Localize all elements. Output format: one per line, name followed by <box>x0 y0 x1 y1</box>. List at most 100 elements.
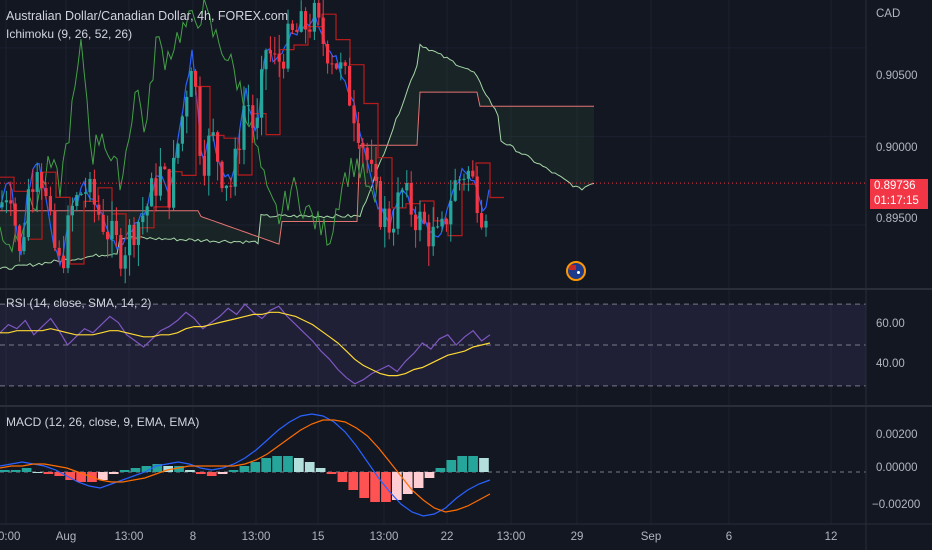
candle-body <box>216 132 220 162</box>
time-axis-label: 13:00 <box>369 531 399 543</box>
candle-body <box>427 222 431 247</box>
macd-legend[interactable]: MACD (12, 26, close, 9, EMA, EMA) <box>6 415 200 429</box>
ichimoku-legend[interactable]: Ichimoku (9, 26, 52, 26) <box>6 27 133 41</box>
candle-body <box>308 29 312 32</box>
candle-body <box>194 70 198 87</box>
candle-body <box>202 155 206 176</box>
candle-body <box>176 143 180 158</box>
candle-body <box>207 135 211 176</box>
flag-star <box>577 271 580 274</box>
rsi-tick: 60.00 <box>876 318 905 330</box>
candle-body <box>141 215 145 223</box>
candle-body <box>449 200 453 225</box>
candle-body <box>330 63 334 65</box>
candle-body <box>18 225 22 252</box>
time-axis-label: 29 <box>570 531 584 543</box>
rsi-legend[interactable]: RSI (14, close, SMA, 14, 2) <box>6 296 152 310</box>
macd-histogram-bar <box>424 472 435 478</box>
time-axis-label: 13:00 <box>496 531 526 543</box>
australia-flag-icon[interactable] <box>566 261 586 281</box>
candle-body <box>436 226 440 228</box>
candle-body <box>62 255 66 269</box>
macd-histogram-bar <box>239 466 250 472</box>
candle-body <box>361 142 365 148</box>
macd-line <box>0 413 491 517</box>
candle-body <box>400 190 404 193</box>
macd-histogram-bar <box>261 458 272 472</box>
macd-pane <box>0 413 866 517</box>
candle-body <box>440 218 444 227</box>
macd-histogram-bar <box>228 470 239 472</box>
macd-histogram-bar <box>10 470 21 472</box>
candle-body <box>4 200 8 203</box>
macd-histogram-bar <box>359 472 370 498</box>
candle-body <box>53 210 57 248</box>
macd-histogram-bar <box>294 458 304 472</box>
candle-body <box>343 62 347 66</box>
time-axis-label: 22 <box>440 531 454 543</box>
candle-body <box>365 147 369 160</box>
candle-body <box>22 237 26 252</box>
macd-histogram-bar <box>392 472 402 500</box>
candle-body <box>128 224 132 256</box>
time-axis-label: 15 <box>311 531 325 543</box>
ichimoku-cloud <box>0 43 595 270</box>
candle-body <box>158 166 162 196</box>
candle-body <box>339 62 343 69</box>
candle-body <box>57 247 61 256</box>
candle-body <box>84 192 88 194</box>
candle-body <box>97 204 101 215</box>
macd-tick: 0.00200 <box>876 429 918 441</box>
price-tick: 0.89500 <box>876 213 918 225</box>
candle-body <box>268 50 272 54</box>
candle-body <box>198 86 202 156</box>
macd-histogram-bar <box>130 468 141 472</box>
macd-tick: 0.00000 <box>876 462 918 474</box>
macd-histogram-bar <box>402 472 413 494</box>
candle-body <box>273 53 277 55</box>
candle-body <box>334 63 338 69</box>
candle-body <box>163 166 167 170</box>
macd-histogram-bar <box>21 468 32 472</box>
candle-body <box>211 132 215 136</box>
candle-body <box>264 50 268 70</box>
candle-body <box>374 163 378 182</box>
candle-body <box>220 161 224 189</box>
candle-body <box>66 215 70 269</box>
candle-body <box>40 172 44 189</box>
candle-body <box>75 194 79 206</box>
macd-histogram-bar <box>119 470 130 472</box>
candle-body <box>405 183 409 191</box>
candle-body <box>326 43 330 64</box>
candle-body <box>251 105 255 128</box>
candle-body <box>299 11 303 32</box>
candle-body <box>167 169 171 208</box>
macd-histogram-bar <box>326 472 337 474</box>
lagging-span <box>0 0 379 254</box>
price-tick: 0.90500 <box>876 70 918 82</box>
candle-body <box>418 211 422 231</box>
candle-body <box>48 196 52 211</box>
symbol-title[interactable]: Australian Dollar/Canadian Dollar, 4h, F… <box>6 9 289 23</box>
candle-body <box>123 255 127 269</box>
macd-histogram-bar <box>206 472 217 476</box>
candle-body <box>242 105 246 150</box>
candle-body <box>13 203 17 226</box>
candle-body <box>466 170 470 179</box>
candle-body <box>282 61 286 69</box>
candle-body <box>409 183 413 215</box>
candle-body <box>31 189 35 192</box>
macd-histogram-bar <box>76 472 86 482</box>
candle-body <box>312 2 316 32</box>
candle-body <box>110 220 114 240</box>
candle-body <box>392 228 396 233</box>
candle-body <box>370 159 374 164</box>
macd-histogram-bar <box>370 472 380 502</box>
candle-body <box>471 170 475 177</box>
candle-body <box>453 180 457 201</box>
macd-histogram-bar <box>141 466 152 472</box>
candle-body <box>44 188 48 197</box>
candle-body <box>414 214 418 231</box>
